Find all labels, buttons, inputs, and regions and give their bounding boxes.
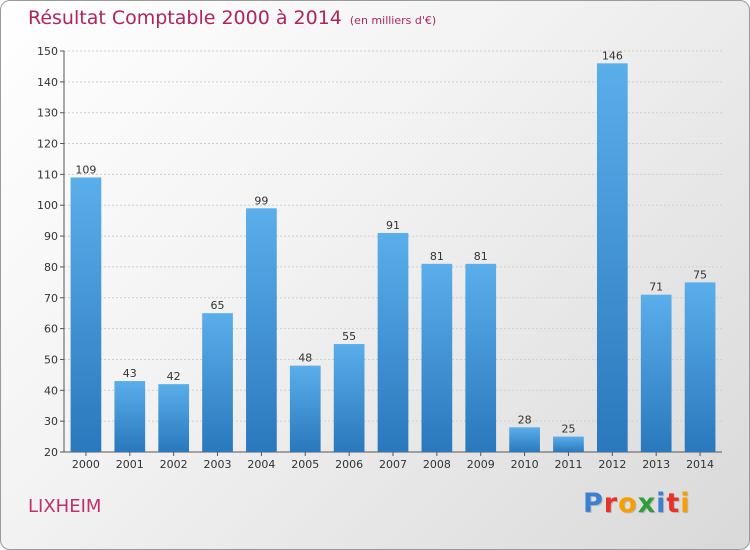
bar [684, 282, 716, 452]
data-label: 42 [167, 370, 181, 383]
bar [114, 381, 146, 452]
x-tick-label: 2012 [598, 458, 626, 471]
x-tick-label: 2002 [160, 458, 188, 471]
logo-letter: i [680, 488, 691, 519]
chart-title-text: Résultat Comptable 2000 à 2014 [28, 7, 342, 29]
x-tick-label: 2014 [686, 458, 714, 471]
y-tick-label: 130 [37, 107, 58, 120]
data-label: 146 [602, 49, 623, 62]
logo-letter: o [618, 488, 638, 519]
y-tick-label: 40 [44, 384, 58, 397]
y-tick-label: 90 [44, 230, 58, 243]
x-tick-label: 2008 [423, 458, 451, 471]
proxiti-logo: Proxiti [583, 488, 691, 519]
y-tick-label: 110 [37, 168, 58, 181]
bar [465, 263, 497, 452]
data-label: 65 [211, 299, 225, 312]
bar [202, 313, 233, 452]
x-tick-label: 2007 [379, 458, 407, 471]
x-tick-labels: 2000 2001 2002 2003 2004 2005 2006 2007 2008 2009… [72, 458, 714, 471]
x-tick-label: 2006 [335, 458, 363, 471]
x-tick-label: 2013 [642, 458, 670, 471]
y-tick-label: 120 [37, 138, 58, 151]
bar [421, 263, 453, 452]
data-label: 81 [474, 250, 488, 263]
y-tick-labels: 20 30 40 50 60 70 80 90 100 110 120 130 140 150 [37, 45, 58, 459]
y-tick-label: 30 [44, 415, 58, 428]
data-label: 43 [123, 367, 137, 380]
x-tick-label: 2005 [291, 458, 319, 471]
bar [289, 365, 321, 452]
x-tick-label: 2001 [116, 458, 144, 471]
data-label: 28 [518, 413, 532, 426]
data-label: 75 [693, 268, 707, 281]
y-tick-label: 20 [44, 446, 58, 459]
y-tick-label: 70 [44, 292, 58, 305]
chart-subtitle: (en milliers d'€) [349, 14, 437, 27]
bar [553, 436, 584, 452]
data-label: 109 [75, 163, 96, 176]
y-tick-label: 150 [37, 45, 58, 58]
logo-letter: t [666, 488, 681, 519]
x-tick-label: 2000 [72, 458, 100, 471]
bars [70, 63, 716, 452]
y-tick-label: 140 [37, 76, 58, 89]
bar [509, 427, 540, 452]
bar [246, 208, 277, 452]
x-tick-label: 2004 [247, 458, 275, 471]
bar [596, 63, 628, 452]
data-label: 71 [649, 281, 663, 294]
logo-letter: x [637, 488, 657, 519]
logo-letter: i [656, 488, 667, 519]
data-label: 55 [342, 330, 356, 343]
data-label: 99 [254, 194, 268, 207]
data-label: 91 [386, 219, 400, 232]
logo-letter: r [603, 488, 619, 519]
bar [158, 384, 190, 452]
x-tick-label: 2003 [204, 458, 232, 471]
chart-title: Résultat Comptable 2000 à 2014 (en millie… [28, 7, 436, 29]
y-tick-label: 80 [44, 261, 58, 274]
town-name: LIXHEIM [28, 496, 102, 517]
x-tick-label: 2010 [511, 458, 539, 471]
bar [377, 232, 409, 452]
y-tick-label: 60 [44, 323, 58, 336]
data-label: 48 [298, 352, 312, 365]
data-labels: 109 43 42 65 99 48 55 91 81 81 28 25 146 71 75 [75, 49, 707, 435]
y-tick-label: 50 [44, 353, 58, 366]
logo-letter: P [583, 488, 604, 519]
bar [640, 294, 672, 452]
x-tick-label: 2011 [554, 458, 582, 471]
bar [70, 177, 102, 452]
bar [333, 344, 365, 452]
y-tick-label: 100 [37, 199, 58, 212]
data-label: 25 [561, 423, 575, 436]
x-tick-label: 2009 [467, 458, 495, 471]
data-label: 81 [430, 250, 444, 263]
